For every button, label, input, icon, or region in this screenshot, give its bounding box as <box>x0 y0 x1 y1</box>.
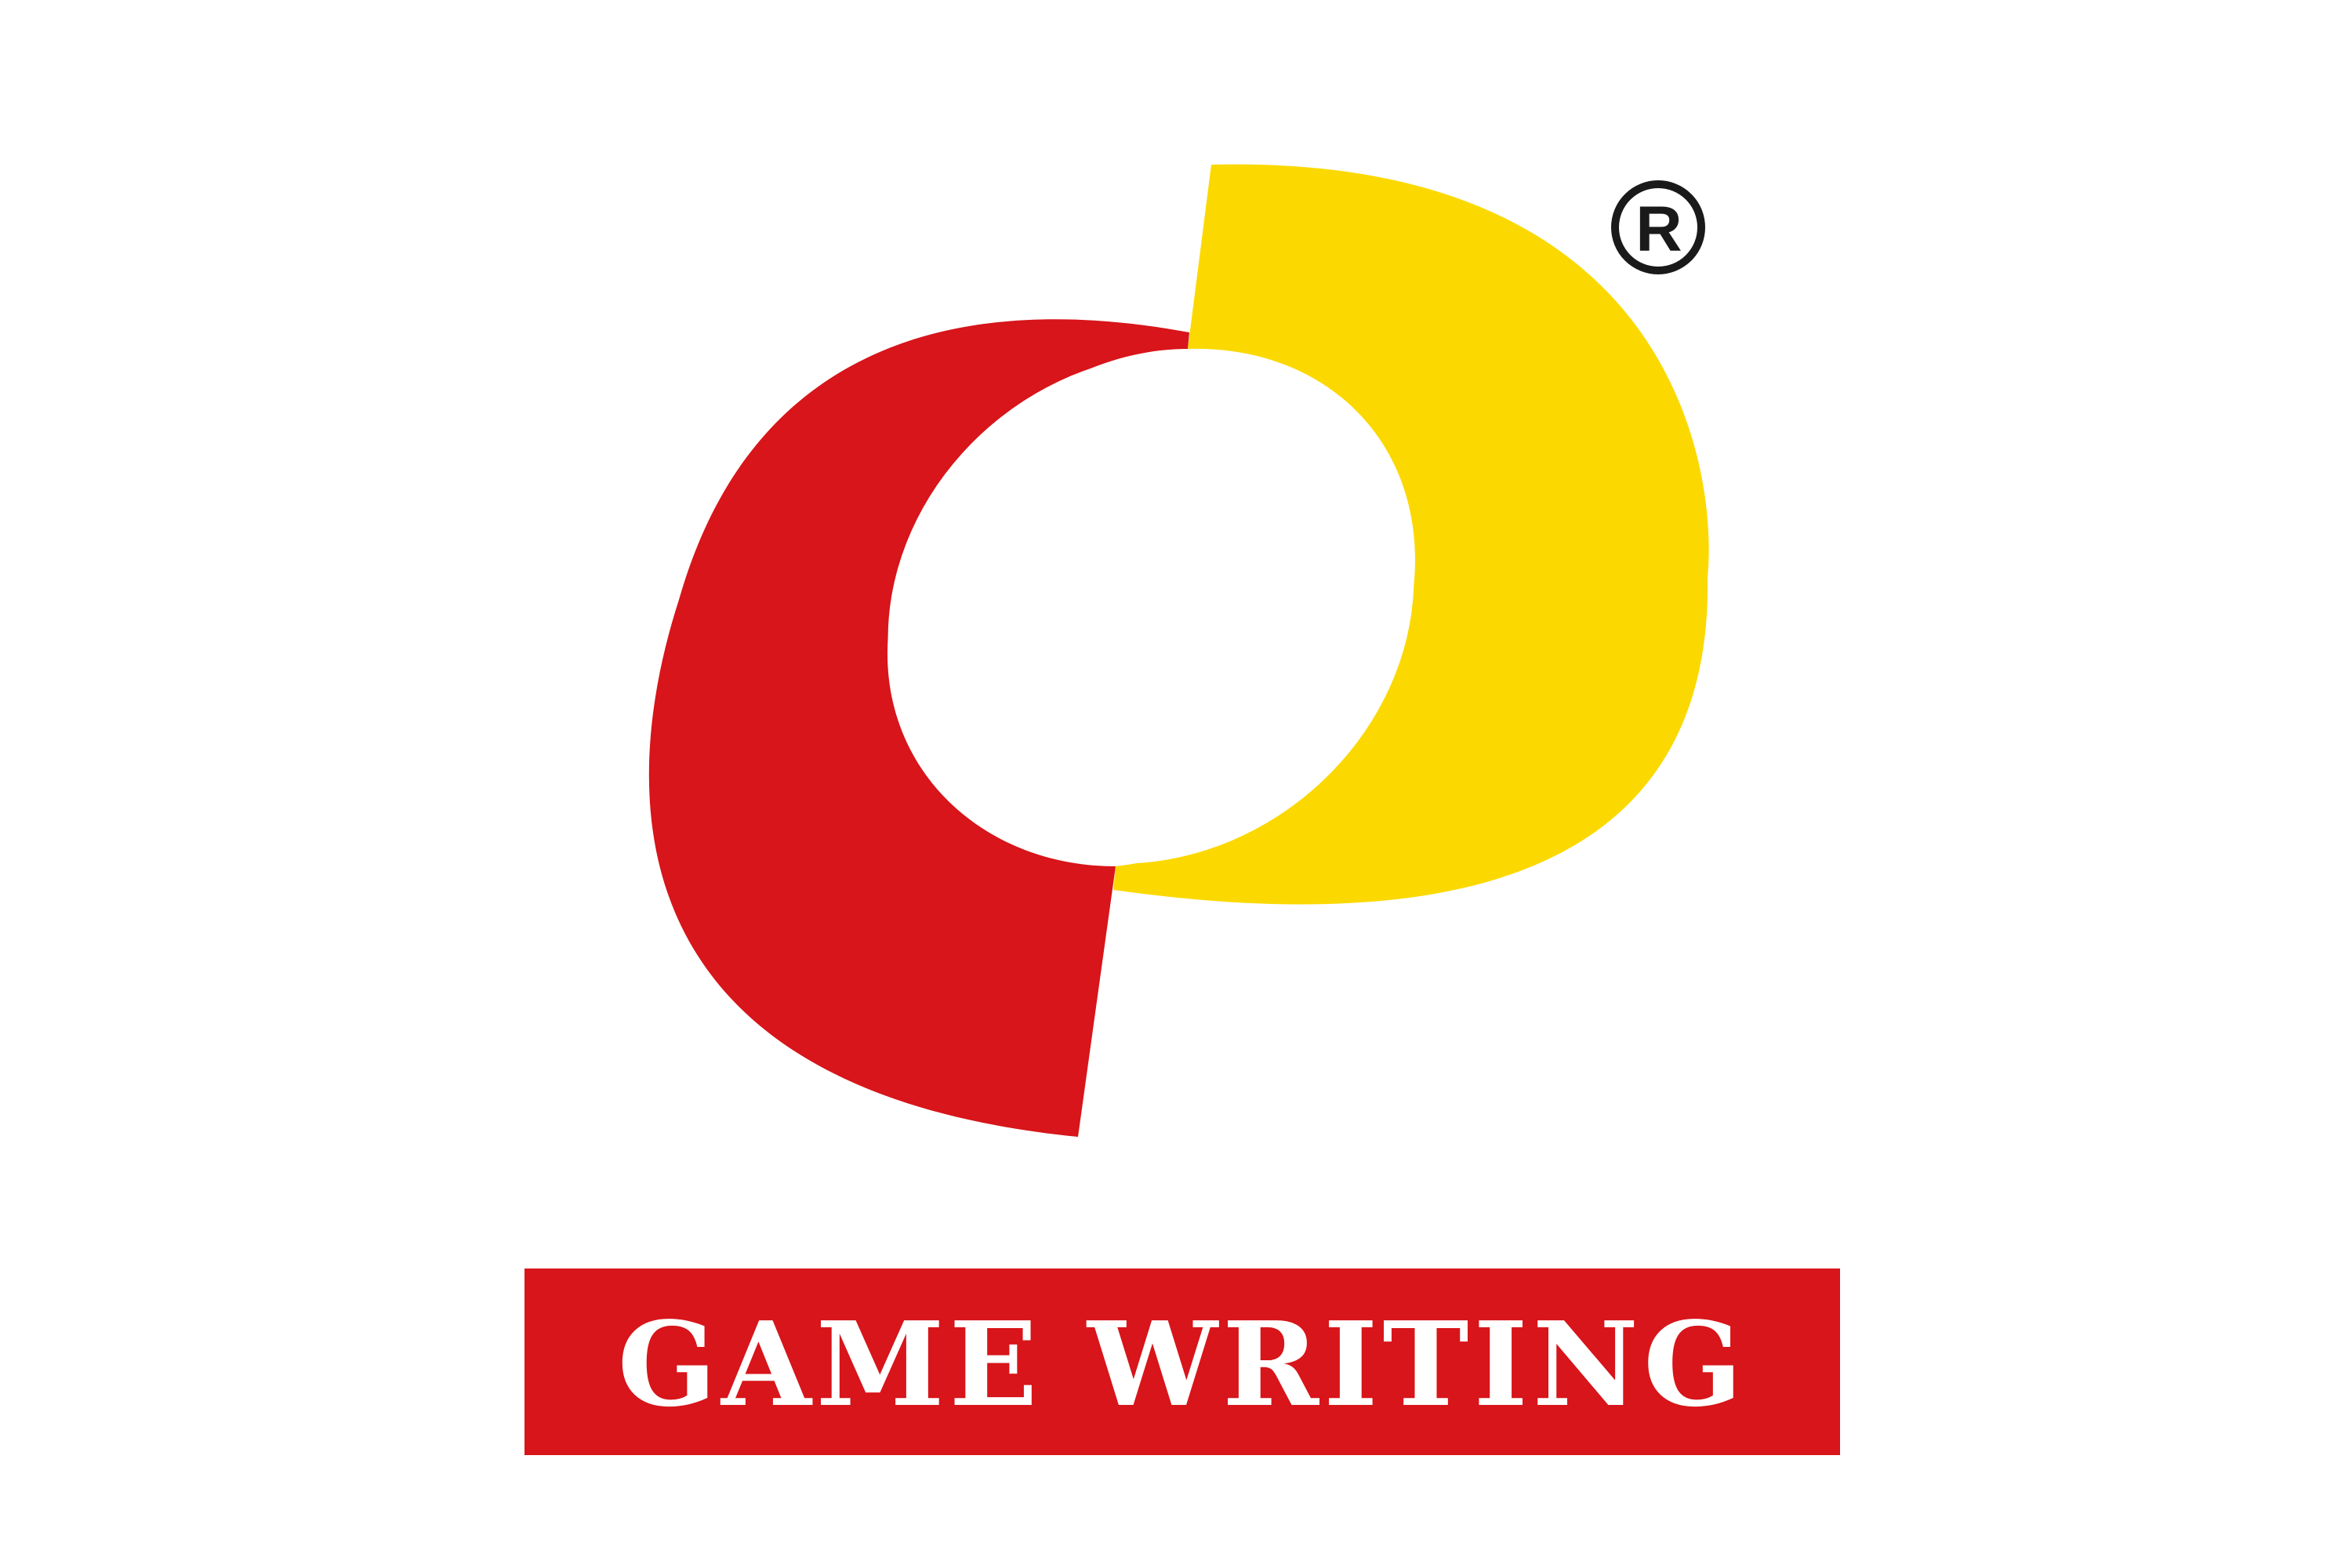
logo-center-hole <box>887 353 1414 864</box>
wordmark-text: GAME WRITING <box>617 1296 1748 1432</box>
wordmark-banner: GAME WRITING <box>524 1269 1840 1455</box>
registered-letter: R <box>1635 194 1682 265</box>
registered-mark: R <box>1611 180 1705 274</box>
logo-yellow-shape <box>1113 164 1709 905</box>
registered-circle <box>1611 180 1705 274</box>
logo-red-shape <box>648 319 1189 1137</box>
